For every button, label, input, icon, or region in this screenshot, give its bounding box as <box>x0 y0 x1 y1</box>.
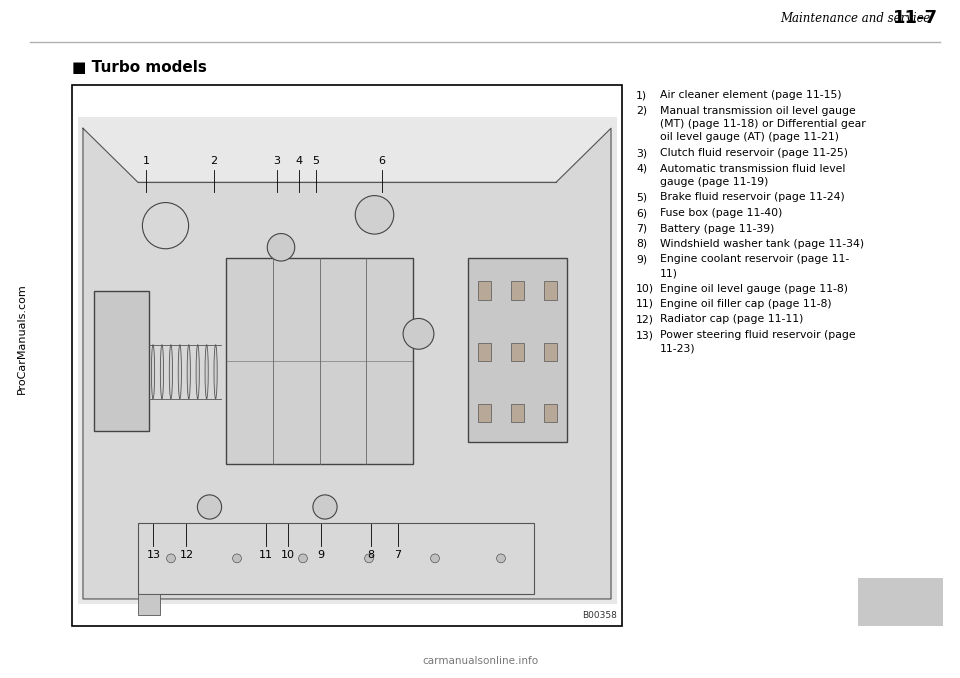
Ellipse shape <box>169 344 173 399</box>
Text: 13): 13) <box>636 330 654 340</box>
Ellipse shape <box>214 344 217 399</box>
Ellipse shape <box>187 344 190 399</box>
Bar <box>477 281 492 300</box>
Text: 12): 12) <box>636 315 654 325</box>
Text: Engine oil filler cap (page 11-8): Engine oil filler cap (page 11-8) <box>660 299 831 309</box>
Circle shape <box>355 195 394 234</box>
Text: 4: 4 <box>296 156 302 166</box>
Text: 11-23): 11-23) <box>660 344 696 353</box>
Bar <box>138 593 160 615</box>
Bar <box>138 523 534 593</box>
Text: 9: 9 <box>318 550 324 560</box>
Text: 1: 1 <box>143 156 150 166</box>
Text: 2): 2) <box>636 106 647 115</box>
Circle shape <box>403 319 434 349</box>
Text: 8: 8 <box>367 550 374 560</box>
Text: B00358: B00358 <box>582 611 617 620</box>
Bar <box>78 117 616 604</box>
Text: gauge (page 11-19): gauge (page 11-19) <box>660 177 768 187</box>
Text: Manual transmission oil level gauge: Manual transmission oil level gauge <box>660 106 855 115</box>
Text: Power steering fluid reservoir (page: Power steering fluid reservoir (page <box>660 330 855 340</box>
Ellipse shape <box>196 344 200 399</box>
Text: Maintenance and service: Maintenance and service <box>780 12 934 24</box>
Text: 3: 3 <box>274 156 280 166</box>
Text: Fuse box (page 11-40): Fuse box (page 11-40) <box>660 208 782 218</box>
Bar <box>477 404 492 422</box>
Text: (MT) (page 11-18) or Differential gear: (MT) (page 11-18) or Differential gear <box>660 119 866 129</box>
Circle shape <box>365 554 373 563</box>
Ellipse shape <box>160 344 163 399</box>
Bar <box>468 258 567 442</box>
Bar <box>543 281 558 300</box>
Circle shape <box>299 554 307 563</box>
Text: 11-7: 11-7 <box>893 9 938 27</box>
Text: 10): 10) <box>636 283 654 294</box>
Bar <box>477 343 492 361</box>
Polygon shape <box>83 128 611 599</box>
Text: 9): 9) <box>636 254 647 264</box>
Bar <box>226 258 413 464</box>
Text: Battery (page 11-39): Battery (page 11-39) <box>660 224 775 233</box>
Ellipse shape <box>152 344 155 399</box>
Text: 2: 2 <box>210 156 218 166</box>
Ellipse shape <box>179 344 181 399</box>
Text: 5): 5) <box>636 193 647 203</box>
Text: 4): 4) <box>636 163 647 174</box>
Text: 11): 11) <box>636 299 654 309</box>
Text: Engine oil level gauge (page 11-8): Engine oil level gauge (page 11-8) <box>660 283 848 294</box>
Text: Windshield washer tank (page 11-34): Windshield washer tank (page 11-34) <box>660 239 864 249</box>
Text: 5: 5 <box>312 156 319 166</box>
Bar <box>72 85 622 626</box>
Text: 3): 3) <box>636 148 647 158</box>
Text: 12: 12 <box>180 550 194 560</box>
Text: 7: 7 <box>395 550 401 560</box>
Circle shape <box>496 554 505 563</box>
Text: ProCarManuals.com: ProCarManuals.com <box>17 283 27 395</box>
Text: carmanualsonline.info: carmanualsonline.info <box>422 656 538 666</box>
Text: 1): 1) <box>636 90 647 100</box>
Text: 10: 10 <box>281 550 295 560</box>
Text: Radiator cap (page 11-11): Radiator cap (page 11-11) <box>660 315 804 325</box>
Bar <box>94 291 149 431</box>
Bar <box>543 343 558 361</box>
Bar <box>543 404 558 422</box>
Text: 6: 6 <box>378 156 385 166</box>
Text: Brake fluid reservoir (page 11-24): Brake fluid reservoir (page 11-24) <box>660 193 845 203</box>
Ellipse shape <box>205 344 208 399</box>
Text: Engine coolant reservoir (page 11-: Engine coolant reservoir (page 11- <box>660 254 850 264</box>
Bar <box>511 343 524 361</box>
Circle shape <box>313 495 337 519</box>
Text: oil level gauge (AT) (page 11-21): oil level gauge (AT) (page 11-21) <box>660 132 839 142</box>
Text: 11: 11 <box>259 550 274 560</box>
Bar <box>511 281 524 300</box>
Circle shape <box>142 203 188 249</box>
Text: Air cleaner element (page 11-15): Air cleaner element (page 11-15) <box>660 90 842 100</box>
Text: Clutch fluid reservoir (page 11-25): Clutch fluid reservoir (page 11-25) <box>660 148 848 158</box>
Bar <box>511 404 524 422</box>
Circle shape <box>198 495 222 519</box>
Circle shape <box>431 554 440 563</box>
Text: 6): 6) <box>636 208 647 218</box>
Text: ■ Turbo models: ■ Turbo models <box>72 60 206 75</box>
Text: Automatic transmission fluid level: Automatic transmission fluid level <box>660 163 846 174</box>
Text: 8): 8) <box>636 239 647 249</box>
Circle shape <box>167 554 176 563</box>
Bar <box>858 578 943 626</box>
Text: 13: 13 <box>146 550 160 560</box>
Text: 11): 11) <box>660 268 678 278</box>
Circle shape <box>232 554 241 563</box>
Circle shape <box>267 233 295 261</box>
Text: 7): 7) <box>636 224 647 233</box>
